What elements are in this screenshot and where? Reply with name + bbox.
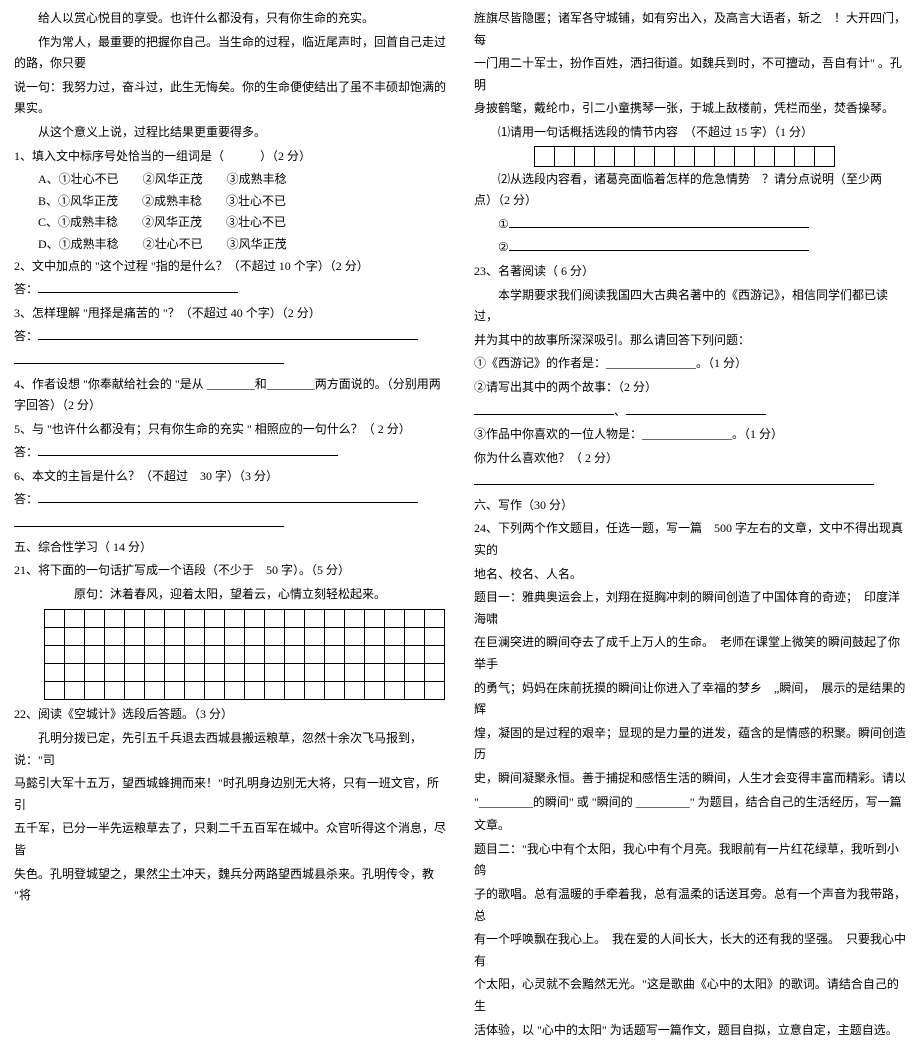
answer-line: 答： bbox=[14, 326, 446, 348]
q23-sub2: ②请写出其中的两个故事：（2 分） bbox=[474, 377, 906, 399]
answer-label: 答： bbox=[14, 445, 38, 459]
question-24: 24、下列两个作文题目，任选一题，写一篇 500 字左右的文章，文中不得出现真实… bbox=[474, 518, 906, 561]
answer-label: 答： bbox=[14, 492, 38, 506]
blank-line bbox=[38, 279, 238, 293]
question-22: 22、阅读《空城计》选段后答题。（3 分） bbox=[14, 704, 446, 726]
marker: ② bbox=[498, 240, 509, 254]
question-21: 21、将下面的一句话扩写成一个语段（不少于 50 字）。（5 分） bbox=[14, 560, 446, 582]
sub-question-1: ⑴请用一句话概括选段的情节内容 （不超过 15 字）（1 分） bbox=[474, 122, 906, 144]
question-6: 6、本文的主旨是什么？（不超过 30 字）（3 分） bbox=[14, 466, 446, 488]
topic1-line: 题目一：雅典奥运会上，刘翔在挺胸冲刺的瞬间创造了中国体育的奇迹； 印度洋海啸 bbox=[474, 587, 906, 630]
q23-intro: 本学期要求我们阅读我国四大古典名著中的《西游记》，相信同学们都已读过， bbox=[474, 285, 906, 328]
blank-line bbox=[474, 471, 874, 485]
question-5: 5、与 "也许什么都没有；只有你生命的充实 " 相照应的一句什么？（ 2 分） bbox=[14, 419, 446, 441]
passage-line: 失色。孔明登城望之，果然尘土冲天，魏兵分两路望西城县杀来。孔明传令，教 "将 bbox=[14, 864, 446, 907]
option-b: B、①风华正茂 ②成熟丰稔 ③壮心不已 bbox=[14, 191, 446, 213]
topic1-line: 文章。 bbox=[474, 815, 906, 837]
answer-line: 答： bbox=[14, 279, 446, 301]
intro-line: 从这个意义上说，过程比结果更重要得多。 bbox=[14, 122, 446, 144]
q23-sub3: ③作品中你喜欢的一位人物是：_______________。（1 分） bbox=[474, 424, 906, 446]
answer-line: 答： bbox=[14, 442, 446, 464]
q23-sub4: 你为什么喜欢他？（ 2 分） bbox=[474, 448, 906, 470]
blank-line bbox=[38, 326, 418, 340]
answer-line: 答： bbox=[14, 489, 446, 511]
answer-line: ② bbox=[474, 237, 906, 259]
topic2-line: 题目二："我心中有个太阳，我心中有个月亮。我眼前有一片红花绿草，我听到小鸽 bbox=[474, 839, 906, 882]
q23-sub1: ①《西游记》的作者是：_______________。（1 分） bbox=[474, 353, 906, 375]
blank-line bbox=[474, 401, 614, 415]
answer-line bbox=[474, 471, 906, 493]
answer-line: 、 bbox=[474, 401, 906, 423]
blank-line bbox=[509, 214, 809, 228]
q24-note: 地名、校名、人名。 bbox=[474, 564, 906, 586]
question-1: 1、填入文中标序号处恰当的一组词是（ ）（2 分） bbox=[14, 146, 446, 168]
blank-line bbox=[38, 442, 338, 456]
topic2-line: 个太阳，心灵就不会黯然无光。"这是歌曲《心中的太阳》的歌词。请结合自己的生 bbox=[474, 974, 906, 1017]
topic1-line: 在巨澜突进的瞬间夺去了成千上万人的生命。 老师在课堂上微笑的瞬间鼓起了你举手 bbox=[474, 632, 906, 675]
passage-line: 孔明分拨已定，先引五千兵退去西城县搬运粮草，忽然十余次飞马报到，说："司 bbox=[14, 728, 446, 771]
answer-line bbox=[14, 350, 446, 372]
question-3: 3、怎样理解 "甩择是痛苦的 "？（不超过 40 个字）（2 分） bbox=[14, 303, 446, 325]
q23-intro: 并为其中的故事所深深吸引。那么请回答下列问题： bbox=[474, 330, 906, 352]
blank-line bbox=[38, 489, 418, 503]
answer-label: 答： bbox=[14, 329, 38, 343]
answer-label: 答： bbox=[14, 282, 38, 296]
section-5-title: 五、综合性学习（ 14 分） bbox=[14, 537, 446, 559]
passage-line: 五千军，已分一半先运粮草去了，只剩二千五百军在城中。众官听得这个消息，尽皆 bbox=[14, 818, 446, 861]
blank-line bbox=[14, 513, 284, 527]
sub-question-2: ⑵从选段内容看，诸葛亮面临着怎样的危急情势 ？请分点说明（至少两点）（2 分） bbox=[474, 169, 906, 212]
section-6-title: 六、写作（30 分） bbox=[474, 495, 906, 517]
option-c: C、①成熟丰稔 ②风华正茂 ③壮心不已 bbox=[14, 212, 446, 234]
intro-line: 作为常人，最重要的把握你自己。当生命的过程，临近尾声时，回首自己走过的路，你只要 bbox=[14, 32, 446, 75]
passage-line: 身披鹤氅，戴纶巾，引二小童携琴一张，于城上敌楼前，凭栏而坐，焚香操琴。 bbox=[474, 98, 906, 120]
writing-grid bbox=[44, 609, 445, 700]
answer-line bbox=[14, 513, 446, 535]
blank-line bbox=[509, 237, 809, 251]
intro-line: 给人以赏心悦目的享受。也许什么都没有，只有你生命的充实。 bbox=[14, 8, 446, 30]
intro-line: 说一句：我努力过，奋斗过，此生无悔矣。你的生命便使结出了虽不丰硕却饱满的果实。 bbox=[14, 77, 446, 120]
q21-original: 原句：沐着春风，迎着太阳，望着云，心情立刻轻松起来。 bbox=[14, 584, 446, 606]
passage-line: 旌旗尽皆隐匿；诸军各守城铺，如有穷出入，及高言大语者，斩之 ！大开四门，每 bbox=[474, 8, 906, 51]
topic2-line: 有一个呼唤飘在我心上。 我在爱的人间长大，长大的还有我的坚强。 只要我心中有 bbox=[474, 929, 906, 972]
topic2-line: 活体验，以 "心中的太阳" 为话题写一篇作文，题目自拟，立意自定，主题自选。 bbox=[474, 1020, 906, 1041]
topic1-line: 的勇气；妈妈在床前抚摸的瞬间让你进入了幸福的梦乡 „瞬间， 展示的是结果的辉 bbox=[474, 678, 906, 721]
topic1-line: "_________的瞬间" 或 "瞬间的 _________" 为题目，结合自… bbox=[474, 792, 906, 814]
option-a: A、①壮心不已 ②风华正茂 ③成熟丰稔 bbox=[14, 169, 446, 191]
marker: ① bbox=[498, 217, 509, 231]
question-23: 23、名著阅读（ 6 分） bbox=[474, 261, 906, 283]
topic1-line: 煌，凝固的是过程的艰辛；显现的是力量的迸发，蕴含的是情感的积聚。瞬间创造历 bbox=[474, 723, 906, 766]
answer-grid bbox=[534, 146, 835, 167]
question-4: 4、作者设想 "你奉献给社会的 "是从 ________和________两方面… bbox=[14, 374, 446, 417]
blank-line bbox=[626, 401, 766, 415]
topic2-line: 子的歌唱。总有温暖的手牵着我，总有温柔的话送耳旁。总有一个声音为我带路，总 bbox=[474, 884, 906, 927]
topic1-line: 史，瞬间凝聚永恒。善于捕捉和感悟生活的瞬间，人生才会变得丰富而精彩。请以 bbox=[474, 768, 906, 790]
blank-line bbox=[14, 350, 284, 364]
passage-line: 一门用二十军士，扮作百姓，洒扫街道。如魏兵到时，不可擅动，吾自有计" 。孔明 bbox=[474, 53, 906, 96]
answer-line: ① bbox=[474, 214, 906, 236]
passage-line: 马懿引大军十五万，望西城蜂拥而来！"时孔明身边别无大将，只有一班文官，所引 bbox=[14, 773, 446, 816]
question-2: 2、文中加点的 "这个过程 "指的是什么？（不超过 10 个字）（2 分） bbox=[14, 256, 446, 278]
option-d: D、①成熟丰稔 ②壮心不已 ③风华正茂 bbox=[14, 234, 446, 256]
